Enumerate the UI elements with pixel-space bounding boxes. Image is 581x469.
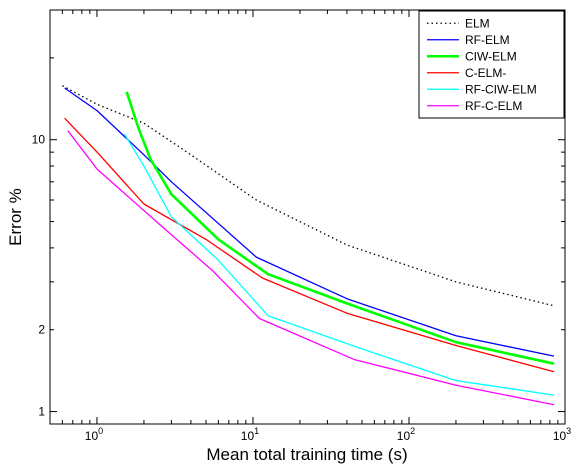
y-axis-title: Error % <box>6 188 25 246</box>
y-tick-label: 1 <box>38 405 45 419</box>
legend-label: RF-ELM <box>465 33 510 47</box>
legend-box <box>418 10 565 119</box>
x-tick-label: 102 <box>397 426 415 443</box>
series-line-ciw-elm <box>125 91 555 365</box>
legend: ELM RF-ELM CIW-ELM C-ELM- RF-CIW-ELM RF-C-ELM <box>418 10 565 119</box>
legend-label: C-ELM- <box>465 66 506 80</box>
x-tick-label: 103 <box>553 426 571 443</box>
legend-label: RF-C-ELM <box>465 99 522 113</box>
series-lines <box>62 85 555 406</box>
legend-label: RF-CIW-ELM <box>465 82 537 96</box>
series-line-c-elm <box>64 117 555 373</box>
x-tick-label: 100 <box>85 426 103 443</box>
series-line-rf-c-elm <box>67 130 555 406</box>
ticks: 100 101 102 103 1 2 10 <box>32 9 571 443</box>
series-line-rf-ciw-elm <box>123 133 555 396</box>
legend-label: ELM <box>465 16 490 30</box>
y-tick-label: 2 <box>38 323 45 337</box>
y-tick-label: 10 <box>32 133 46 147</box>
legend-label: CIW-ELM <box>465 49 517 63</box>
series-line-rf-elm <box>64 87 555 357</box>
series-line-elm <box>62 85 555 307</box>
x-axis-title: Mean total training time (s) <box>206 445 407 464</box>
x-tick-label: 101 <box>241 426 259 443</box>
